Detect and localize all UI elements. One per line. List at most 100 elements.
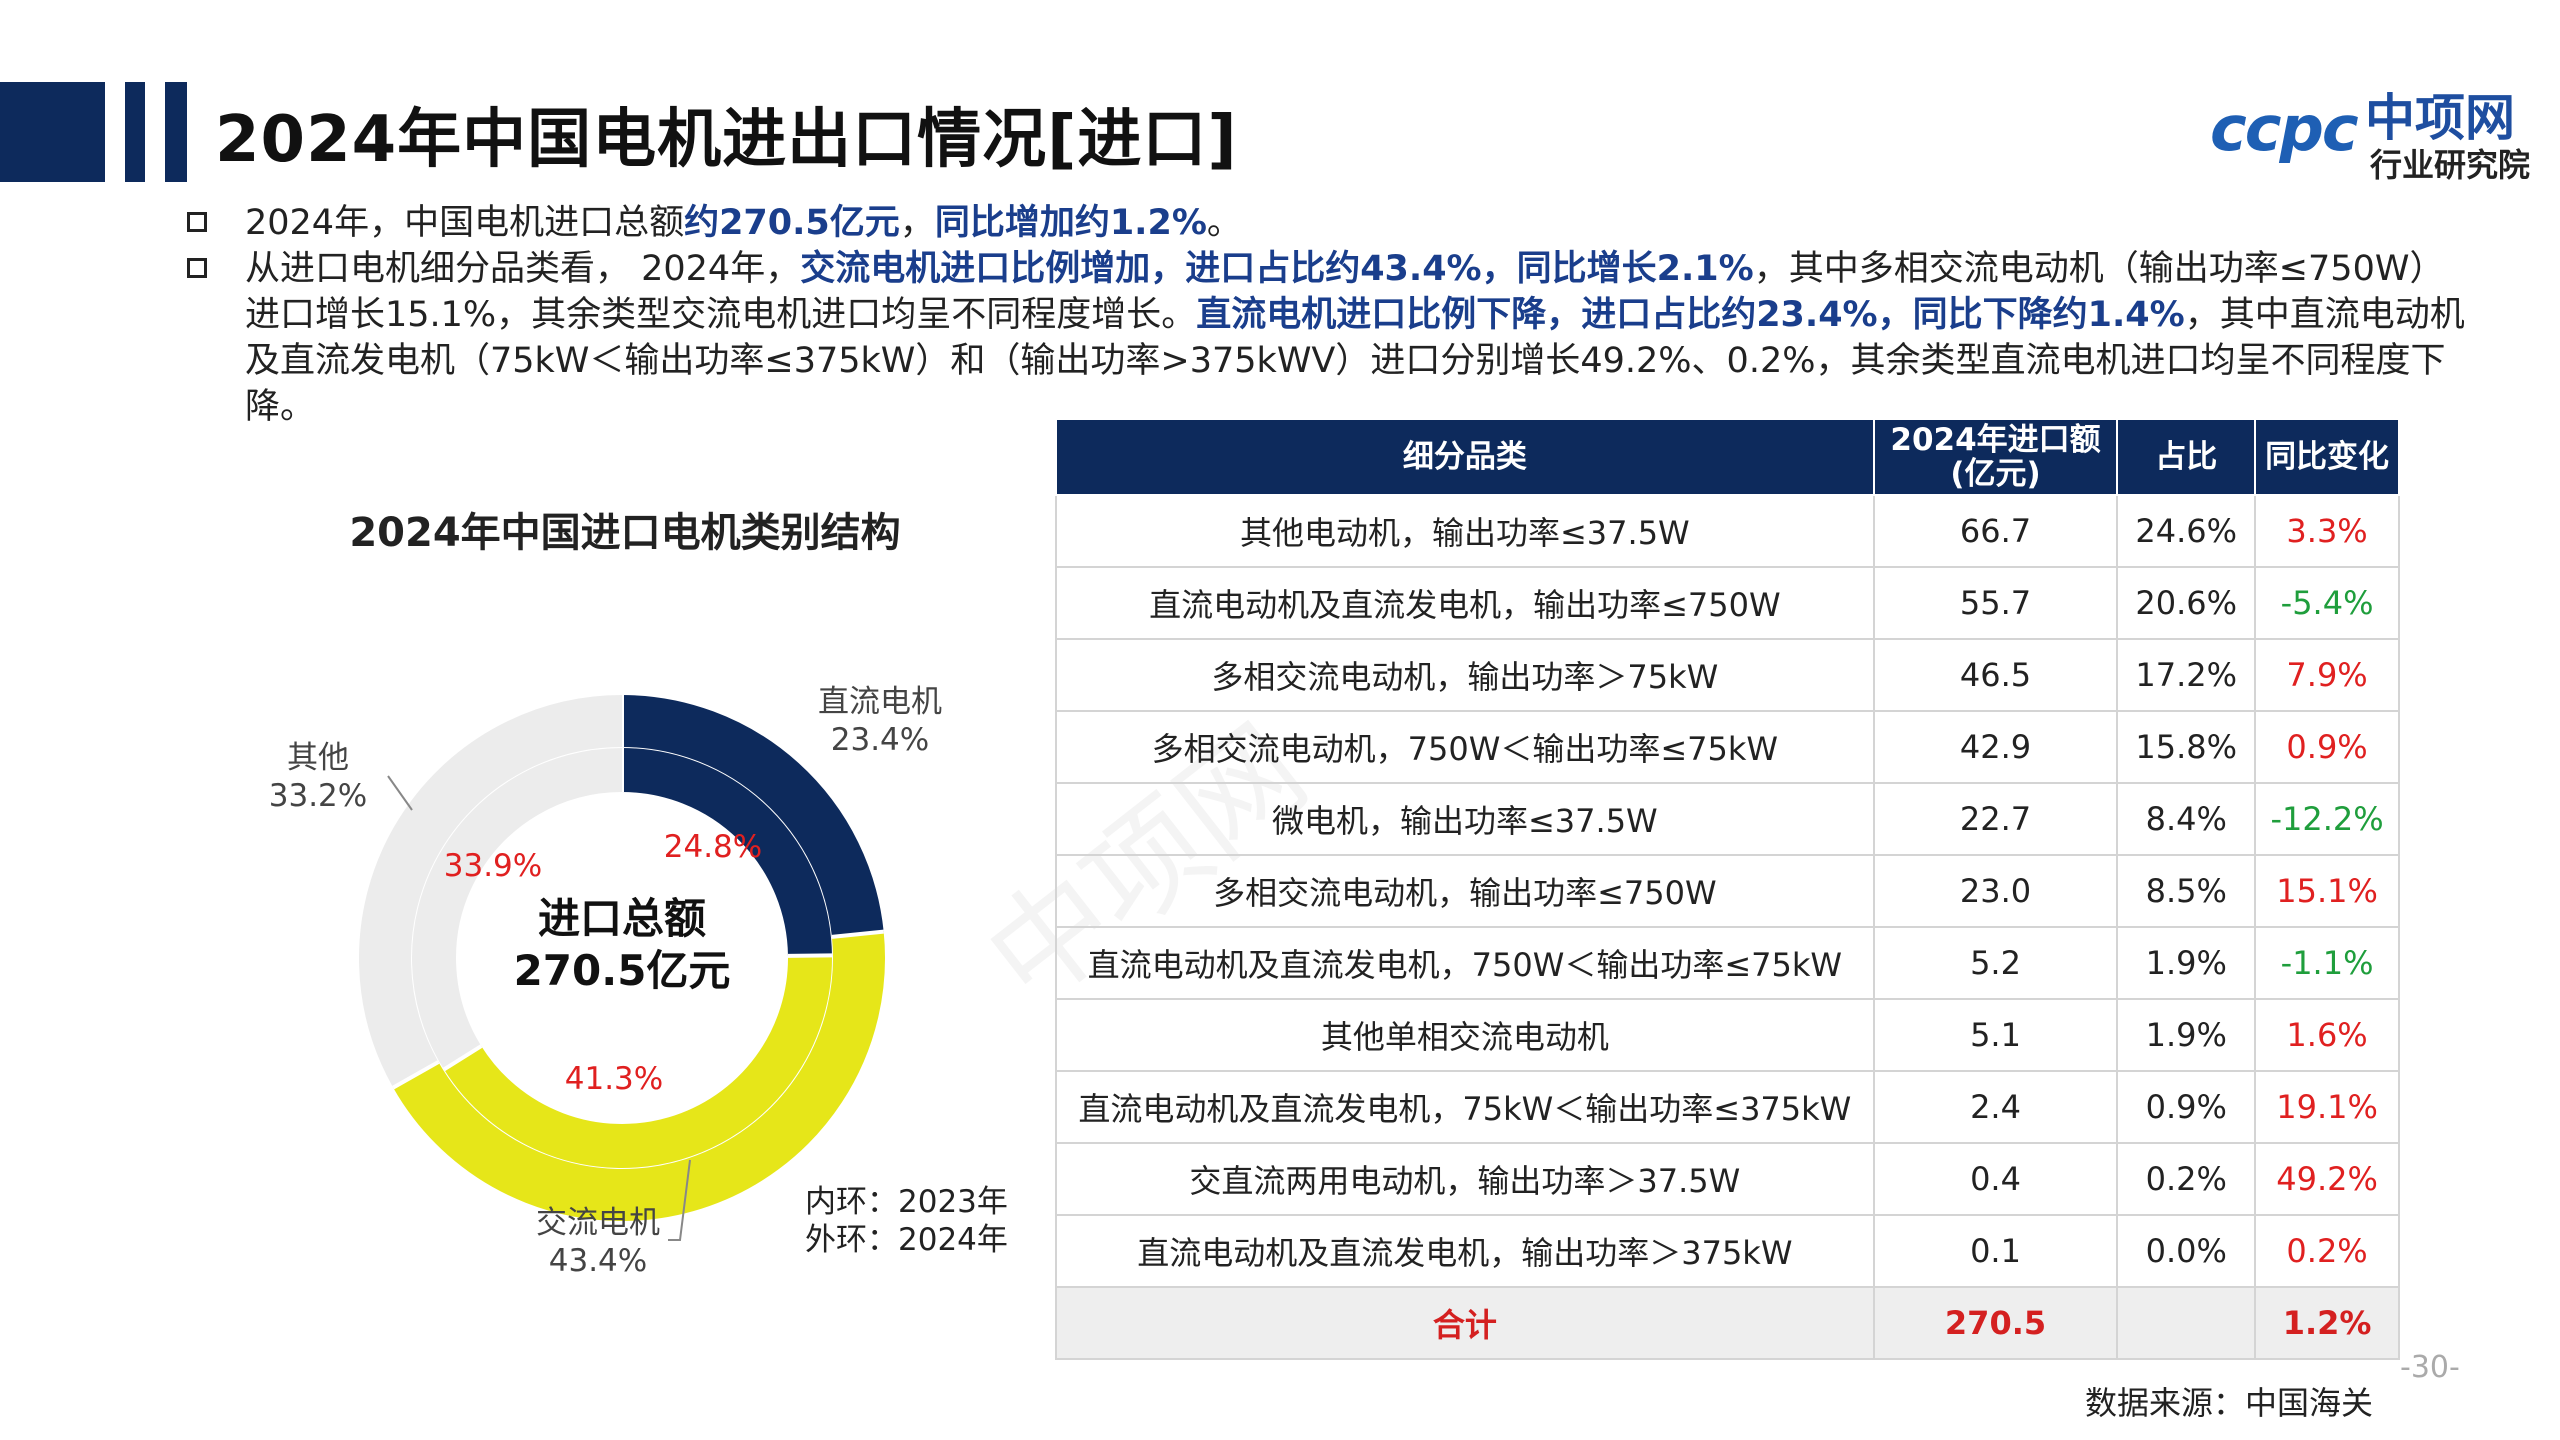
cell-category: 多相交流电动机，输出功率≤750W bbox=[1055, 854, 1875, 928]
cell-category: 直流电动机及直流发电机，75kW＜输出功率≤375kW bbox=[1055, 1070, 1875, 1144]
cell-yoy: 15.1% bbox=[2254, 854, 2400, 928]
cell-category: 直流电动机及直流发电机，750W＜输出功率≤75kW bbox=[1055, 926, 1875, 1000]
col-header-share: 占比 bbox=[2116, 418, 2257, 496]
table-row: 直流电动机及直流发电机，输出功率＞375kW 0.1 0.0% 0.2% bbox=[1055, 1214, 2400, 1288]
cell-yoy: 0.9% bbox=[2254, 710, 2400, 784]
cell-amount: 22.7 bbox=[1872, 782, 2119, 856]
cell-category: 交直流两用电动机，输出功率＞37.5W bbox=[1055, 1142, 1875, 1216]
cell-share: 17.2% bbox=[2116, 638, 2257, 712]
total-label: 合计 bbox=[1055, 1286, 1875, 1360]
label-other-name: 其他 bbox=[287, 740, 349, 776]
cell-category: 其他单相交流电动机 bbox=[1055, 998, 1875, 1072]
bullet-2-part-5: ，其中直流电动机及直流发电机（75kW＜输出功率≤375kW）和（输出功率>37… bbox=[245, 295, 2465, 427]
cell-amount: 5.1 bbox=[1872, 998, 2119, 1072]
data-source: 数据来源：中国海关 bbox=[2085, 1384, 2374, 1422]
center-total-value: 270.5亿元 bbox=[514, 946, 731, 995]
ring-outer-separator bbox=[392, 1060, 440, 1090]
cell-amount: 42.9 bbox=[1872, 710, 2119, 784]
cell-yoy: -1.1% bbox=[2254, 926, 2400, 1000]
company-logo: ccpc 中项网 行业研究院 bbox=[2200, 70, 2540, 190]
import-breakdown-table: 细分品类 2024年进口额 (亿元) 占比 同比变化 其他电动机，输出功率≤37.… bbox=[1055, 418, 2400, 1360]
cell-share: 20.6% bbox=[2116, 566, 2257, 640]
cell-yoy: 1.6% bbox=[2254, 998, 2400, 1072]
table-total-row: 合计 270.5 1.2% bbox=[1055, 1286, 2400, 1360]
ring-inner-segment-ac bbox=[444, 955, 832, 1168]
table-row: 直流电动机及直流发电机，输出功率≤750W 55.7 20.6% -5.4% bbox=[1055, 566, 2400, 640]
cell-amount: 55.7 bbox=[1872, 566, 2119, 640]
label-other-value-2024: 33.2% bbox=[269, 778, 367, 814]
col-header-category: 细分品类 bbox=[1055, 418, 1875, 496]
ring-outer-segment-dc bbox=[621, 695, 884, 938]
table-row: 交直流两用电动机，输出功率＞37.5W 0.4 0.2% 49.2% bbox=[1055, 1142, 2400, 1216]
bullet-1-part-2: 约270.5亿元 bbox=[684, 203, 900, 243]
logo-subtitle: 行业研究院 bbox=[2370, 146, 2531, 184]
bullet-1-part-1: 2024年，中国电机进口总额 bbox=[245, 203, 685, 243]
cell-yoy: -12.2% bbox=[2254, 782, 2400, 856]
cell-share: 1.9% bbox=[2116, 926, 2257, 1000]
cell-amount: 46.5 bbox=[1872, 638, 2119, 712]
cell-amount: 66.7 bbox=[1872, 494, 2119, 568]
bullet-text-2: 从进口电机细分品类看， 2024年，交流电机进口比例增加，进口占比约43.4%，… bbox=[245, 249, 2465, 427]
table-row: 多相交流电动机，750W＜输出功率≤75kW 42.9 15.8% 0.9% bbox=[1055, 710, 2400, 784]
cell-category: 微电机，输出功率≤37.5W bbox=[1055, 782, 1875, 856]
cell-amount: 0.1 bbox=[1872, 1214, 2119, 1288]
cell-category: 直流电动机及直流发电机，输出功率＞375kW bbox=[1055, 1214, 1875, 1288]
bullet-square-icon bbox=[187, 212, 207, 232]
cell-yoy: -5.4% bbox=[2254, 566, 2400, 640]
ring-outer-separator bbox=[831, 929, 884, 939]
ring-inner-separator bbox=[442, 1044, 483, 1072]
cell-share: 8.5% bbox=[2116, 854, 2257, 928]
cell-share: 0.2% bbox=[2116, 1142, 2257, 1216]
header-bar-stripe-1 bbox=[125, 82, 145, 182]
cell-category: 直流电动机及直流发电机，输出功率≤750W bbox=[1055, 566, 1875, 640]
logo-name: 中项网 bbox=[2365, 89, 2515, 147]
ring-inner-separator bbox=[787, 953, 833, 958]
ring-note-outer: 外环：2024年 bbox=[805, 1222, 1008, 1258]
bullet-2-part-2: 交流电机进口比例增加，进口占比约43.4%，同比增长2.1% bbox=[800, 249, 1754, 289]
col-header-yoy: 同比变化 bbox=[2254, 418, 2400, 496]
cell-category: 多相交流电动机，750W＜输出功率≤75kW bbox=[1055, 710, 1875, 784]
label-dc-value-2024: 23.4% bbox=[831, 722, 929, 758]
bullet-2-part-3: ，其中多相交流电动机（输出功率≤750W）进口增长15.1%，其余类型交流电机进… bbox=[245, 249, 2445, 335]
col-header-amount-line2: (亿元) bbox=[1950, 456, 2041, 492]
cell-share: 0.0% bbox=[2116, 1214, 2257, 1288]
table-row: 其他单相交流电动机 5.1 1.9% 1.6% bbox=[1055, 998, 2400, 1072]
ring-note-inner: 内环：2023年 bbox=[805, 1184, 1008, 1220]
label-other-value-2023: 33.9% bbox=[444, 848, 542, 884]
cell-yoy: 7.9% bbox=[2254, 638, 2400, 712]
ring-inner-segment-dc bbox=[621, 748, 832, 957]
cell-category: 其他电动机，输出功率≤37.5W bbox=[1055, 494, 1875, 568]
header-bar-main bbox=[0, 82, 105, 182]
bullet-square-icon bbox=[187, 258, 207, 278]
table-row: 其他电动机，输出功率≤37.5W 66.7 24.6% 3.3% bbox=[1055, 494, 2400, 568]
cell-share: 15.8% bbox=[2116, 710, 2257, 784]
summary-bullets: 2024年，中国电机进口总额约270.5亿元，同比增加约1.2%。 从进口电机细… bbox=[185, 200, 2465, 430]
label-ac-name: 交流电机 bbox=[536, 1205, 660, 1241]
bullet-1-part-4: 同比增加约1.2% bbox=[934, 203, 1207, 243]
cell-amount: 0.4 bbox=[1872, 1142, 2119, 1216]
col-header-amount-line1: 2024年进口额 bbox=[1890, 422, 2101, 458]
cell-yoy: 3.3% bbox=[2254, 494, 2400, 568]
label-dc-value-2023: 24.8% bbox=[664, 829, 762, 865]
label-dc-name: 直流电机 bbox=[818, 684, 942, 720]
cell-yoy: 0.2% bbox=[2254, 1214, 2400, 1288]
page-number: -30- bbox=[2400, 1350, 2460, 1385]
chart-title: 2024年中国进口电机类别结构 bbox=[349, 510, 901, 556]
label-ac-value-2024: 43.4% bbox=[549, 1243, 647, 1279]
bullet-1-part-3: ， bbox=[899, 203, 935, 243]
table-header-row: 细分品类 2024年进口额 (亿元) 占比 同比变化 bbox=[1055, 418, 2400, 496]
header-bar-stripe-2 bbox=[165, 82, 187, 182]
table-row: 多相交流电动机，输出功率＞75kW 46.5 17.2% 7.9% bbox=[1055, 638, 2400, 712]
table-row: 微电机，输出功率≤37.5W 22.7 8.4% -12.2% bbox=[1055, 782, 2400, 856]
bullet-item-1: 2024年，中国电机进口总额约270.5亿元，同比增加约1.2%。 bbox=[185, 200, 2465, 246]
table-row: 直流电动机及直流发电机，750W＜输出功率≤75kW 5.2 1.9% -1.1% bbox=[1055, 926, 2400, 1000]
table-row: 直流电动机及直流发电机，75kW＜输出功率≤375kW 2.4 0.9% 19.1% bbox=[1055, 1070, 2400, 1144]
inner-ring-2023 bbox=[412, 748, 833, 1168]
donut-chart: 直流电机 23.4% 其他 33.2% 交流电机 43.4% 24.8% 41.… bbox=[269, 684, 1008, 1279]
ring-inner-segment-other bbox=[412, 748, 623, 1070]
cell-share: 1.9% bbox=[2116, 998, 2257, 1072]
table-row: 多相交流电动机，输出功率≤750W 23.0 8.5% 15.1% bbox=[1055, 854, 2400, 928]
cell-yoy: 19.1% bbox=[2254, 1070, 2400, 1144]
center-total-label: 进口总额 bbox=[538, 894, 706, 943]
cell-share: 24.6% bbox=[2116, 494, 2257, 568]
